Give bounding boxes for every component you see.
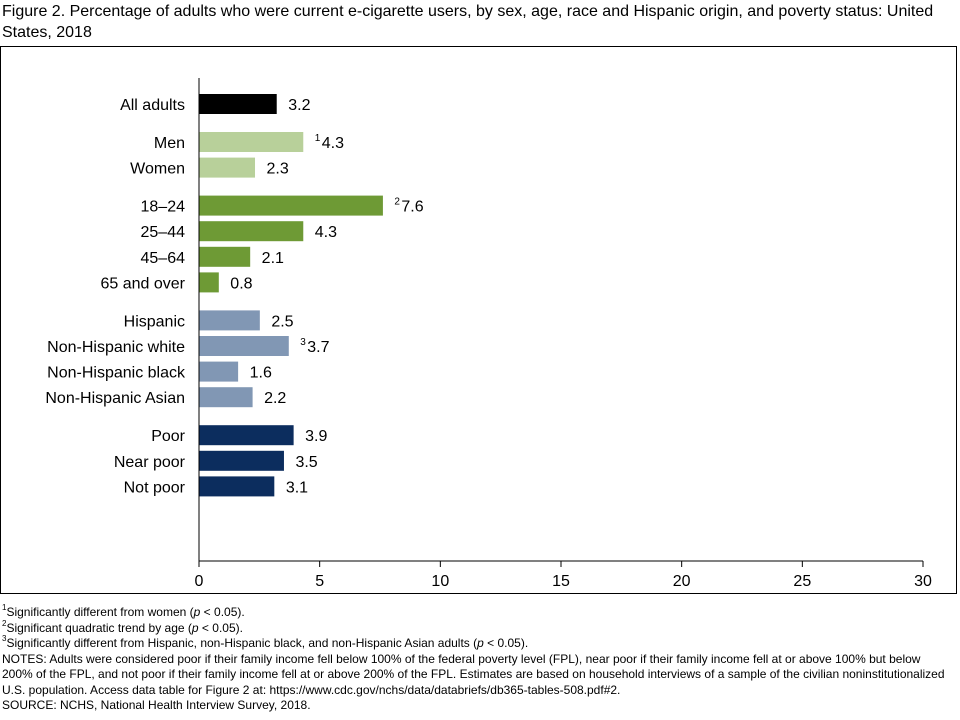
data-label: 4.3 [322, 135, 344, 152]
category-label: Near poor [114, 454, 186, 471]
category-label: Not poor [124, 479, 186, 496]
footnote-text: < 0.05). [483, 636, 529, 650]
chart-frame: 051015202530PercentAll adults3.2Men14.3W… [0, 46, 957, 594]
p-symbol: p [477, 636, 484, 650]
data-label: 4.3 [315, 224, 337, 241]
category-label: Non-Hispanic white [47, 339, 185, 356]
bar [199, 310, 260, 331]
data-label: 2.3 [267, 161, 289, 178]
data-label: 7.6 [401, 199, 423, 216]
footnotes: 1Significantly different from women (p <… [2, 603, 954, 714]
data-label: 2.1 [262, 250, 284, 267]
footnote-marker: 2 [2, 618, 7, 628]
category-label: Men [154, 135, 185, 152]
bar [199, 450, 284, 471]
footnote-3: 3Significantly different from Hispanic, … [2, 634, 954, 652]
footnote-marker: 2 [394, 197, 400, 208]
footnote-text: Significant quadratic trend by age ( [6, 620, 192, 635]
bar [199, 361, 239, 382]
footnote-text: Significantly different from Hispanic, n… [6, 636, 478, 650]
footnote-marker: 3 [2, 634, 7, 643]
category-label: Hispanic [124, 313, 185, 330]
bar [199, 476, 275, 497]
data-label: 1.6 [250, 365, 272, 382]
source-text: SOURCE: NCHS, National Health Interview … [2, 698, 311, 712]
category-label: Non-Hispanic Asian [45, 390, 185, 407]
x-tick-label: 25 [793, 573, 811, 590]
p-symbol: p [191, 620, 199, 635]
data-label: 3.7 [307, 339, 329, 356]
bar [199, 157, 256, 178]
footnote-text: Significantly different from women ( [6, 605, 194, 619]
category-label: 25–44 [141, 224, 186, 241]
category-label: Women [130, 161, 185, 178]
category-label: 18–24 [141, 199, 186, 216]
bar [199, 221, 304, 242]
figure-title: Figure 2. Percentage of adults who were … [2, 3, 934, 41]
p-symbol: p [193, 605, 201, 619]
data-label: 3.2 [288, 97, 310, 114]
x-tick-label: 20 [673, 573, 691, 590]
bar [199, 246, 251, 267]
footnote-2: 2Significant quadratic trend by age (p <… [2, 618, 954, 637]
footnote-marker: 3 [300, 337, 306, 348]
category-label: Non-Hispanic black [47, 365, 186, 382]
bar-chart: 051015202530PercentAll adults3.2Men14.3W… [45, 78, 932, 590]
footnote-marker: 1 [315, 133, 321, 144]
x-tick-label: 10 [431, 573, 449, 590]
bar [199, 387, 253, 408]
bar [199, 132, 304, 152]
footnote-marker: 1 [2, 603, 7, 612]
category-label: Poor [151, 428, 185, 445]
x-tick-label: 5 [315, 573, 324, 590]
x-tick-label: 15 [552, 573, 570, 590]
bar [199, 272, 219, 293]
category-label: All adults [120, 97, 185, 114]
footnote-text: < 0.05). [198, 620, 243, 635]
category-label: 65 and over [100, 275, 185, 292]
data-label: 0.8 [230, 275, 252, 292]
data-label: 3.5 [295, 454, 317, 471]
bar [199, 425, 294, 446]
notes-text: NOTES: Adults were considered poor if th… [2, 651, 945, 697]
data-label: 2.5 [271, 313, 293, 330]
x-tick-label: 0 [195, 573, 204, 590]
x-tick-label: 30 [914, 573, 932, 590]
data-label: 3.9 [305, 428, 327, 445]
bar [199, 94, 277, 114]
data-label: 2.2 [264, 390, 286, 407]
footnote-text: < 0.05). [200, 605, 245, 619]
category-label: 45–64 [141, 250, 186, 267]
bar [199, 336, 289, 356]
footnote-1: 1Significantly different from women (p <… [2, 603, 954, 621]
data-label: 3.1 [286, 479, 308, 496]
bar [199, 195, 383, 216]
